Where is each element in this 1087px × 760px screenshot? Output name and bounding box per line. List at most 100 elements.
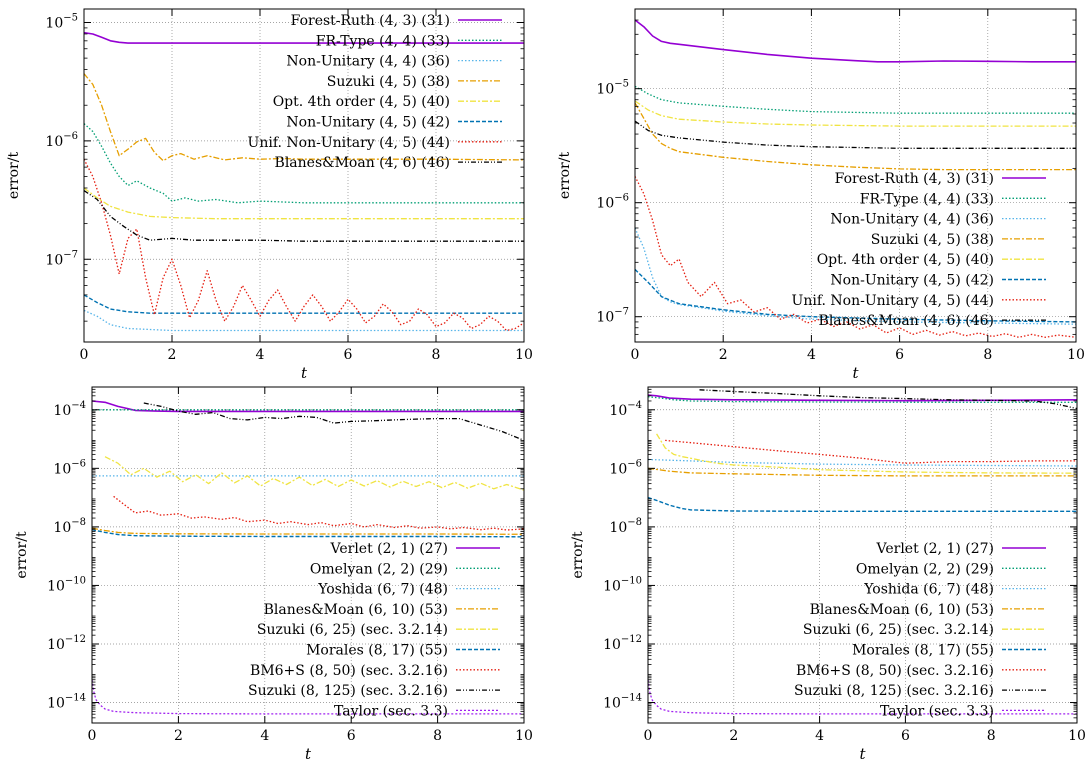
x-tick-label: 2 [729, 728, 738, 744]
x-axis-label: t [852, 364, 859, 380]
legend-label-6: Unif. Non-Unitary (4, 5) (44) [248, 135, 450, 151]
legend-label-5: Morales (8, 17) (55) [852, 643, 994, 659]
legend-label-7: Suzuki (8, 125) (sec. 3.2.16) [794, 683, 994, 699]
y-tick-label: 10−10 [47, 575, 86, 594]
x-tick-label: 2 [168, 347, 177, 363]
series-line-4 [104, 456, 524, 491]
legend-label-6: BM6+S (8, 50) (sec. 3.2.16) [796, 663, 994, 679]
series-line-0 [84, 31, 524, 44]
series-line-3 [84, 73, 524, 162]
legend-label-4: Opt. 4th order (4, 5) (40) [273, 94, 450, 110]
x-tick-label: 2 [719, 347, 728, 363]
series-line-1 [84, 123, 524, 204]
y-axis-label: error/t [557, 152, 573, 200]
series-line-1 [635, 85, 1076, 114]
chart-panel-top-left: 10−7 10−6 10−5 0 2 4 6 8 10 t error/t Forest-Ruth (… [6, 8, 533, 380]
legend-label-1: Omelyan (2, 2) (29) [856, 561, 994, 577]
x-axis-label: t [305, 745, 312, 760]
plot-frame [634, 8, 1077, 343]
legend-label-0: Verlet (2, 1) (27) [330, 541, 448, 557]
x-tick-label: 6 [347, 728, 356, 744]
series-line-5 [648, 496, 1077, 513]
series-line-4 [84, 187, 524, 220]
series-line-3 [635, 102, 1076, 171]
legend-label-3: Suzuki (4, 5) (38) [871, 232, 994, 248]
x-axis-label: t [301, 364, 308, 380]
y-tick-label: 10−5 [596, 79, 629, 98]
legend-label-2: Yoshida (6, 7) (48) [317, 582, 448, 598]
legend-label-5: Non-Unitary (4, 5) (42) [286, 115, 450, 131]
series-line-5 [92, 529, 524, 538]
x-tick-label: 10 [1068, 728, 1086, 744]
series-line-2 [648, 458, 1077, 467]
y-tick-label: 10−4 [609, 400, 642, 419]
y-tick-label: 10−14 [47, 693, 86, 712]
x-tick-label: 4 [807, 347, 816, 363]
series-line-4 [656, 433, 1077, 474]
legend-label-0: Forest-Ruth (4, 3) (31) [835, 171, 994, 187]
series-group [635, 19, 1076, 338]
legend-label-3: Suzuki (4, 5) (38) [327, 74, 450, 90]
y-tick-label: 10−14 [603, 693, 642, 712]
legend-label-1: FR-Type (4, 4) (33) [860, 191, 994, 207]
x-tick-label: 0 [631, 347, 640, 363]
y-axis-label: error/t [6, 152, 22, 200]
series-line-7 [84, 190, 524, 242]
x-tick-label: 2 [174, 728, 183, 744]
legend-label-7: Blanes&Moan (4, 6) (46) [275, 155, 450, 171]
series-line-8 [92, 679, 524, 715]
series-line-6 [665, 439, 1077, 464]
x-axis-label: t [859, 745, 866, 760]
series-line-5 [635, 268, 1076, 323]
series-line-6 [635, 176, 1076, 338]
plot-frame [91, 386, 525, 724]
y-axis-label: error/t [570, 531, 586, 579]
legend-label-2: Yoshida (6, 7) (48) [863, 582, 994, 598]
x-tick-label: 4 [256, 347, 265, 363]
x-tick-label: 8 [433, 728, 442, 744]
series-line-7 [143, 402, 524, 442]
y-tick-label: 10−12 [47, 634, 86, 653]
x-tick-label: 8 [987, 728, 996, 744]
x-tick-label: 8 [983, 347, 992, 363]
legend-label-7: Suzuki (8, 125) (sec. 3.2.16) [248, 683, 448, 699]
legend-label-2: Non-Unitary (4, 4) (36) [286, 54, 450, 70]
plot-frame [647, 386, 1078, 724]
y-tick-label: 10−6 [45, 131, 78, 150]
x-tick-label: 10 [515, 728, 533, 744]
x-tick-label: 4 [260, 728, 269, 744]
series-line-3 [648, 467, 1077, 477]
y-tick-label: 10−10 [603, 575, 642, 594]
legend-label-0: Forest-Ruth (4, 3) (31) [291, 13, 450, 29]
legend-label-6: Unif. Non-Unitary (4, 5) (44) [792, 293, 994, 309]
series-line-7 [699, 389, 1077, 410]
x-tick-label: 8 [432, 347, 441, 363]
y-tick-label: 10−8 [609, 517, 642, 536]
plot-frame [83, 8, 525, 343]
series-group [92, 400, 524, 715]
series-group [84, 31, 524, 332]
x-tick-label: 4 [815, 728, 824, 744]
series-group [648, 389, 1077, 715]
legend-label-5: Morales (8, 17) (55) [306, 643, 448, 659]
legend-label-0: Verlet (2, 1) (27) [876, 541, 994, 557]
x-tick-label: 10 [515, 347, 533, 363]
series-line-6 [84, 158, 524, 332]
legend-label-7: Blanes&Moan (4, 6) (46) [819, 313, 994, 329]
y-tick-label: 10−7 [45, 249, 78, 268]
series-line-4 [635, 100, 1076, 127]
chart-panel-bottom-right: 10−14 10−12 10−10 10−8 10−6 10−4 0 2 4 6 8 10 t error… [570, 386, 1086, 760]
y-tick-label: 10−12 [603, 634, 642, 653]
chart-panel-bottom-left: 10−14 10−12 10−10 10−8 10−6 10−4 0 2 4 6 8 10 t error… [14, 386, 533, 760]
legend-label-3: Blanes&Moan (6, 10) (53) [810, 602, 994, 618]
series-line-8 [648, 679, 1077, 715]
x-tick-label: 6 [895, 347, 904, 363]
series-line-0 [92, 400, 524, 413]
legend-label-5: Non-Unitary (4, 5) (42) [830, 273, 994, 289]
y-tick-label: 10−5 [45, 12, 78, 31]
series-line-2 [635, 227, 1076, 325]
legend-label-4: Suzuki (6, 25) (sec. 3.2.14) [257, 622, 448, 638]
series-line-0 [635, 19, 1076, 63]
y-tick-label: 10−4 [53, 400, 86, 419]
series-line-2 [84, 309, 524, 332]
